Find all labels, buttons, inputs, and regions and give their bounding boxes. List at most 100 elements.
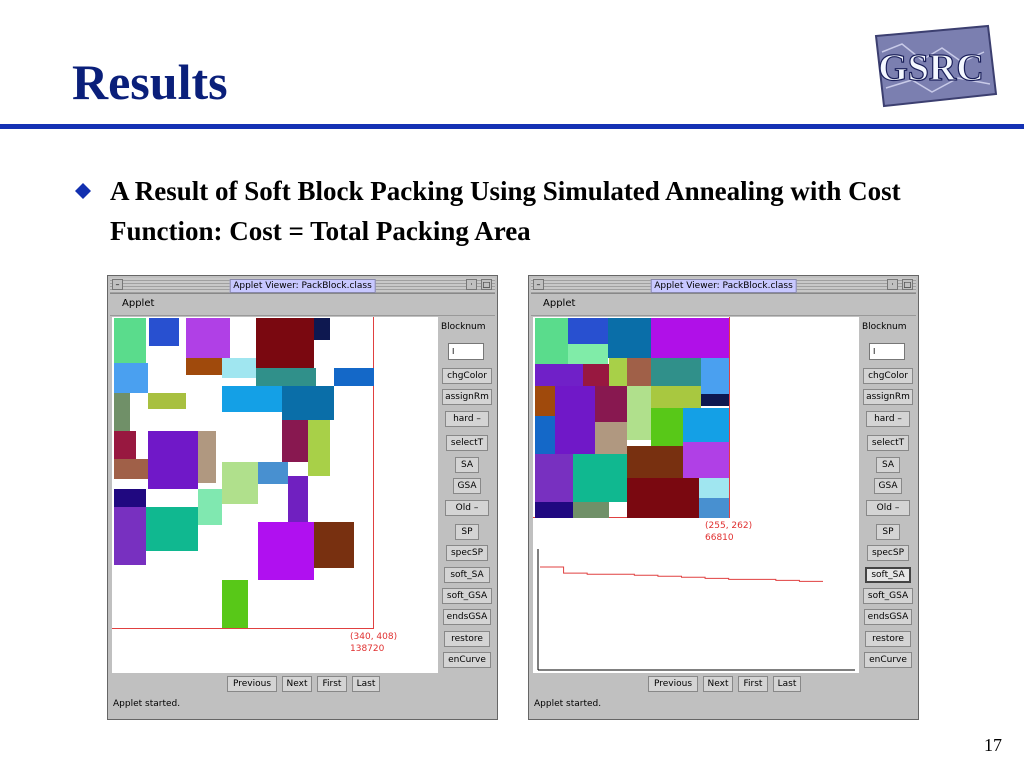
first-button[interactable]: First — [738, 676, 768, 692]
block[interactable] — [282, 420, 308, 462]
block[interactable] — [148, 393, 186, 409]
block[interactable] — [148, 431, 198, 489]
hard-select[interactable]: hard – — [445, 411, 489, 427]
minimize-icon[interactable]: · — [466, 279, 477, 290]
block[interactable] — [114, 431, 136, 459]
soft-sa-button[interactable]: soft_SA — [865, 567, 911, 583]
soft-sa-button[interactable]: soft_SA — [444, 567, 490, 583]
block[interactable] — [627, 386, 651, 440]
selectt-button[interactable]: selectT — [446, 435, 488, 451]
last-button[interactable]: Last — [773, 676, 801, 692]
packing-canvas[interactable]: (255, 262) 66810 — [533, 317, 859, 673]
endsgsa-button[interactable]: endsGSA — [864, 609, 912, 625]
encurve-button[interactable]: enCurve — [443, 652, 491, 668]
minimize-icon[interactable]: · — [887, 279, 898, 290]
window-menu-icon[interactable]: – — [533, 279, 544, 290]
old-select[interactable]: Old – — [866, 500, 910, 516]
chgcolor-button[interactable]: chgColor — [442, 368, 492, 384]
block[interactable] — [114, 459, 148, 479]
soft-gsa-button[interactable]: soft_GSA — [863, 588, 913, 604]
next-button[interactable]: Next — [703, 676, 733, 692]
block[interactable] — [256, 318, 314, 368]
restore-button[interactable]: restore — [865, 631, 911, 647]
sp-button[interactable]: SP — [455, 524, 479, 540]
block[interactable] — [222, 580, 248, 628]
maximize-icon[interactable]: □ — [481, 279, 492, 290]
chgcolor-button[interactable]: chgColor — [863, 368, 913, 384]
soft-gsa-button[interactable]: soft_GSA — [442, 588, 492, 604]
block[interactable] — [568, 344, 608, 364]
block[interactable] — [609, 358, 627, 386]
gsa-button[interactable]: GSA — [874, 478, 902, 494]
block[interactable] — [573, 454, 627, 502]
gsa-button[interactable]: GSA — [453, 478, 481, 494]
block[interactable] — [535, 416, 555, 454]
block[interactable] — [222, 386, 282, 412]
block[interactable] — [114, 507, 146, 565]
block[interactable] — [683, 408, 729, 442]
block[interactable] — [595, 422, 627, 454]
block[interactable] — [595, 386, 627, 422]
block[interactable] — [146, 507, 198, 551]
blocknum-input[interactable]: I — [448, 343, 484, 360]
block[interactable] — [314, 522, 354, 568]
restore-button[interactable]: restore — [444, 631, 490, 647]
block[interactable] — [114, 363, 148, 393]
block[interactable] — [535, 502, 573, 518]
block[interactable] — [114, 393, 130, 431]
block[interactable] — [701, 394, 729, 406]
block[interactable] — [535, 454, 573, 502]
block[interactable] — [222, 358, 256, 378]
block[interactable] — [334, 368, 374, 386]
applet-menu[interactable]: Applet — [122, 298, 155, 309]
block[interactable] — [222, 462, 258, 504]
block[interactable] — [114, 489, 146, 507]
hard-select[interactable]: hard – — [866, 411, 910, 427]
last-button[interactable]: Last — [352, 676, 380, 692]
block[interactable] — [256, 368, 316, 386]
selectt-button[interactable]: selectT — [867, 435, 909, 451]
previous-button[interactable]: Previous — [648, 676, 698, 692]
block[interactable] — [555, 386, 595, 454]
block[interactable] — [258, 462, 288, 484]
block[interactable] — [198, 431, 216, 483]
first-button[interactable]: First — [317, 676, 347, 692]
window-menu-icon[interactable]: – — [112, 279, 123, 290]
block[interactable] — [583, 364, 609, 386]
sa-button[interactable]: SA — [455, 457, 479, 473]
block[interactable] — [568, 318, 608, 344]
block[interactable] — [282, 386, 334, 420]
packing-canvas[interactable]: (340, 408) 138720 — [112, 317, 438, 673]
sa-button[interactable]: SA — [876, 457, 900, 473]
assignrm-button[interactable]: assignRm — [863, 389, 913, 405]
block[interactable] — [149, 318, 179, 346]
block[interactable] — [288, 476, 308, 522]
window-titlebar[interactable]: – Applet Viewer: PackBlock.class · □ — [531, 278, 916, 294]
block[interactable] — [535, 364, 583, 386]
block[interactable] — [535, 318, 568, 364]
specsp-button[interactable]: specSP — [446, 545, 488, 561]
block[interactable] — [651, 358, 701, 386]
blocknum-input[interactable]: I — [869, 343, 905, 360]
applet-menu[interactable]: Applet — [543, 298, 576, 309]
block[interactable] — [186, 318, 230, 358]
block[interactable] — [683, 442, 729, 478]
endsgsa-button[interactable]: endsGSA — [443, 609, 491, 625]
block[interactable] — [627, 478, 699, 518]
block[interactable] — [314, 318, 330, 340]
block[interactable] — [608, 318, 651, 358]
block[interactable] — [651, 408, 683, 446]
block[interactable] — [651, 386, 701, 408]
block[interactable] — [701, 358, 729, 394]
block[interactable] — [627, 358, 651, 386]
previous-button[interactable]: Previous — [227, 676, 277, 692]
assignrm-button[interactable]: assignRm — [442, 389, 492, 405]
specsp-button[interactable]: specSP — [867, 545, 909, 561]
maximize-icon[interactable]: □ — [902, 279, 913, 290]
encurve-button[interactable]: enCurve — [864, 652, 912, 668]
block[interactable] — [535, 386, 555, 416]
block[interactable] — [198, 489, 222, 525]
block[interactable] — [699, 478, 729, 498]
window-titlebar[interactable]: – Applet Viewer: PackBlock.class · □ — [110, 278, 495, 294]
block[interactable] — [651, 318, 729, 358]
